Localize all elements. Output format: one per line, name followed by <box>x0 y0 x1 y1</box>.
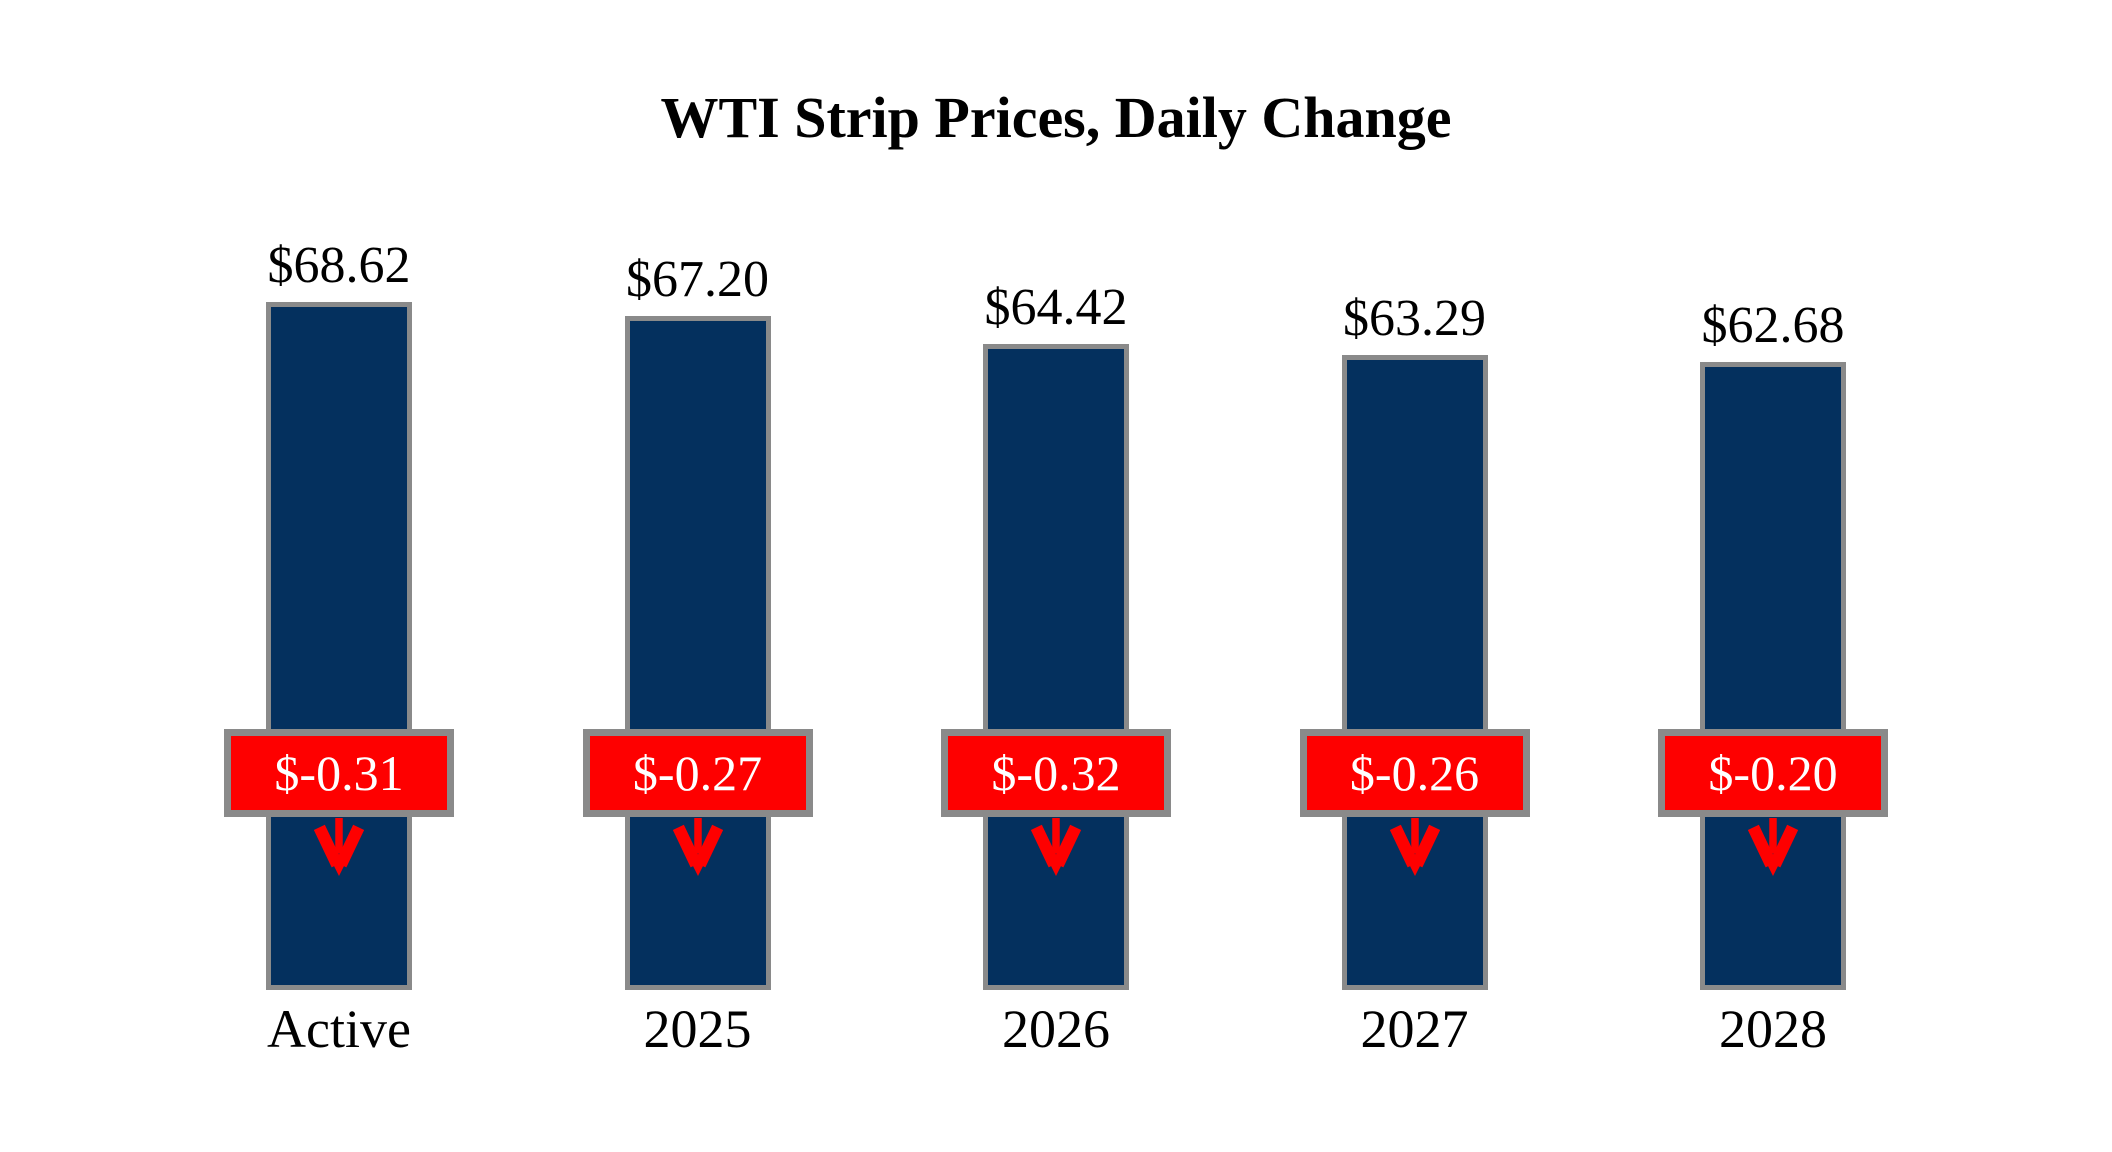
category-label: 2025 <box>643 999 752 1059</box>
category-label: 2027 <box>1360 999 1469 1059</box>
bar <box>624 316 771 990</box>
price-label: $63.29 <box>1343 290 1486 347</box>
change-badge: $-0.26 <box>1299 729 1530 817</box>
bar <box>1341 355 1488 990</box>
change-badge-label: $-0.26 <box>1349 745 1480 801</box>
chart-title: WTI Strip Prices, Daily Change <box>660 85 1452 150</box>
down-arrow-icon <box>313 818 365 876</box>
change-badge-label: $-0.27 <box>632 745 763 801</box>
category-label: 2026 <box>1002 999 1110 1059</box>
down-arrow-icon <box>1389 818 1440 876</box>
bar <box>983 344 1129 990</box>
down-arrow-icon <box>672 818 723 876</box>
bar <box>1700 362 1846 990</box>
change-badge: $-0.20 <box>1658 729 1888 817</box>
price-label: $62.68 <box>1701 297 1845 354</box>
category-label: Active <box>267 999 411 1059</box>
change-badge-label: $-0.31 <box>274 745 404 801</box>
price-label: $67.20 <box>626 251 769 308</box>
change-badge-label: $-0.32 <box>991 745 1121 801</box>
down-arrow-icon <box>1030 818 1082 876</box>
change-badge: $-0.32 <box>941 729 1171 817</box>
price-label: $64.42 <box>984 279 1128 336</box>
change-badge-label: $-0.20 <box>1708 745 1838 801</box>
price-label: $68.62 <box>267 237 411 294</box>
down-arrow-icon <box>1747 818 1799 876</box>
bar <box>266 302 412 990</box>
change-badge: $-0.27 <box>582 729 813 817</box>
category-label: 2028 <box>1719 999 1827 1059</box>
change-badge: $-0.31 <box>224 729 454 817</box>
